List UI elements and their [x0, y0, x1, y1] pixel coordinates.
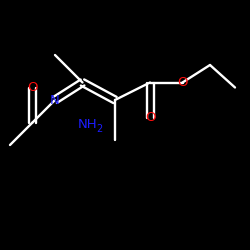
Text: 2: 2 [96, 124, 102, 134]
Text: O: O [145, 111, 155, 124]
Text: N: N [50, 94, 60, 106]
Text: O: O [177, 76, 188, 89]
Text: NH: NH [78, 118, 97, 132]
Text: O: O [27, 81, 38, 94]
